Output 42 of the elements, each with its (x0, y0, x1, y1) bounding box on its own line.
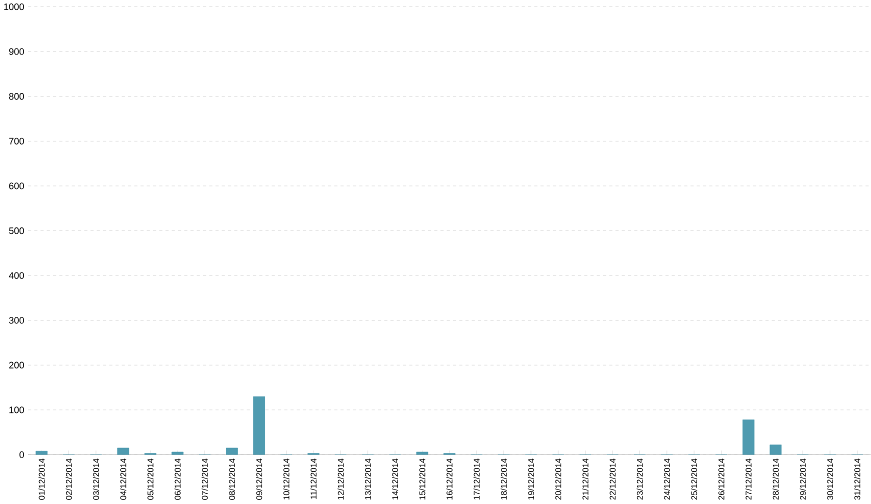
x-tick-label: 10/12/2014 (283, 458, 290, 500)
x-tick-label: 19/12/2014 (528, 458, 534, 500)
x-tick-label: 25/12/2014 (691, 458, 698, 500)
x-tick-label: 30/12/2014 (826, 458, 834, 500)
y-tick-label: 900 (9, 48, 24, 56)
x-tick-label: 03/12/2014 (92, 458, 100, 500)
x-tick-label: 13/12/2014 (364, 458, 371, 500)
x-tick-label: 01/12/2014 (38, 458, 45, 500)
x-tick-label: 16/12/2014 (446, 458, 452, 500)
x-tick-label: 26/12/2014 (718, 458, 724, 500)
x-tick-label: 11/12/2014 (310, 458, 317, 500)
y-tick-label: 100 (9, 406, 24, 414)
x-tick-label: 06/12/2014 (174, 458, 181, 500)
y-tick-label: 200 (9, 362, 24, 369)
x-tick-label: 14/12/2014 (392, 458, 398, 500)
x-tick-label: 20/12/2014 (555, 458, 562, 500)
x-tick-label: 08/12/2014 (228, 458, 235, 500)
y-tick-label: 800 (9, 93, 24, 100)
y-tick-label: 0 (19, 452, 24, 458)
x-tick-label: 12/12/2014 (338, 458, 344, 500)
x-tick-label: 21/12/2014 (582, 458, 588, 500)
y-tick-label: 400 (8, 272, 24, 280)
x-tick-label: 02/12/2014 (66, 458, 72, 500)
x-tick-label: 07/12/2014 (202, 458, 208, 500)
x-tick-label: 31/12/2014 (854, 458, 860, 500)
x-tick-label: 24/12/2014 (664, 458, 670, 500)
x-tick-label: 18/12/2014 (500, 458, 507, 500)
x-tick-label: 05/12/2014 (147, 458, 154, 500)
y-tick-label: 500 (9, 228, 24, 234)
y-tick-label: 700 (9, 138, 24, 145)
x-tick-label: 23/12/2014 (636, 458, 643, 500)
x-tick-label: 22/12/2014 (609, 458, 616, 500)
y-tick-label: 1000 (4, 4, 24, 10)
y-tick-label: 600 (9, 182, 24, 190)
x-tick-label: 04/12/2014 (120, 458, 126, 500)
x-tick-label: 17/12/2014 (474, 458, 480, 500)
x-tick-label: 28/12/2014 (772, 458, 779, 500)
x-tick-label: 15/12/2014 (419, 458, 426, 500)
y-tick-label: 300 (9, 317, 24, 324)
x-tick-label: 27/12/2014 (745, 458, 752, 500)
x-tick-label: 09/12/2014 (256, 458, 262, 500)
x-tick-label: 29/12/2014 (800, 458, 806, 500)
